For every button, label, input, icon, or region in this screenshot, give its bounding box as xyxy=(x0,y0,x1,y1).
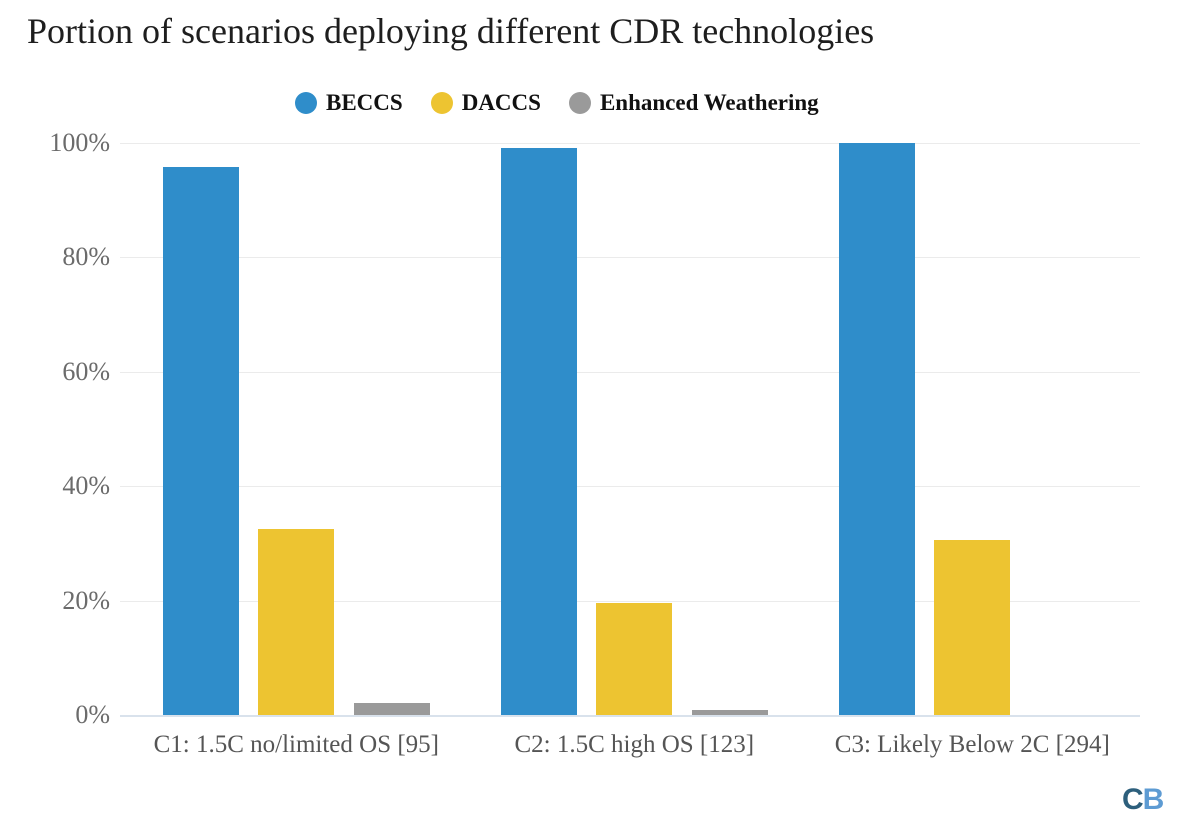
gridline-40 xyxy=(120,486,1140,488)
bar-beccs-group3[interactable] xyxy=(839,143,915,715)
y-axis-tick-0: 0% xyxy=(75,700,110,729)
gridline-100 xyxy=(120,143,1140,144)
cb-logo-letter-c: C xyxy=(1122,783,1144,816)
x-axis-line xyxy=(120,715,1140,717)
gridline-20 xyxy=(120,600,1140,602)
bar-daccs-group3[interactable] xyxy=(934,540,1011,715)
legend-item-daccs[interactable]: DACCS xyxy=(430,90,541,116)
y-axis-tick-80: 80% xyxy=(62,242,110,272)
legend-swatch-icon-daccs xyxy=(430,92,453,114)
x-axis-label-group3: C3: Likely Below 2C [294] xyxy=(834,731,1110,758)
legend-swatch-icon-beccs xyxy=(295,92,317,114)
x-axis-label-group1: C1: 1.5C no/limited OS [95] xyxy=(153,731,440,758)
bar-enhanced-weathering-group2[interactable] xyxy=(691,710,768,715)
legend-label-daccs: DACCS xyxy=(461,90,541,115)
y-axis-tick-60: 60% xyxy=(62,356,110,386)
legend-label-beccs: BECCS xyxy=(326,90,403,115)
legend-swatch-icon-enhanced-weathering xyxy=(568,92,591,114)
legend: BECCS DACCS Enhanced Weathering xyxy=(295,90,819,116)
gridline-60 xyxy=(120,371,1140,373)
cb-logo-letter-b: B xyxy=(1142,783,1165,816)
bar-beccs-group1[interactable] xyxy=(163,167,239,715)
cb-logo: CB xyxy=(1122,783,1165,817)
gridline-80 xyxy=(120,257,1140,259)
bar-beccs-group2[interactable] xyxy=(501,148,577,715)
legend-item-beccs[interactable]: BECCS xyxy=(295,90,403,116)
y-axis-tick-100: 100% xyxy=(49,128,110,157)
bar-daccs-group1[interactable] xyxy=(258,529,335,715)
y-axis-tick-20: 20% xyxy=(62,585,110,615)
bar-enhanced-weathering-group1[interactable] xyxy=(353,703,430,715)
bar-daccs-group2[interactable] xyxy=(596,603,673,715)
chart-title: Portion of scenarios deploying different… xyxy=(27,11,875,51)
y-axis-tick-40: 40% xyxy=(62,471,110,501)
legend-label-enhanced-weathering: Enhanced Weathering xyxy=(599,90,819,115)
legend-item-enhanced-weathering[interactable]: Enhanced Weathering xyxy=(568,90,819,116)
x-axis-label-group2: C2: 1.5C high OS [123] xyxy=(514,731,755,758)
